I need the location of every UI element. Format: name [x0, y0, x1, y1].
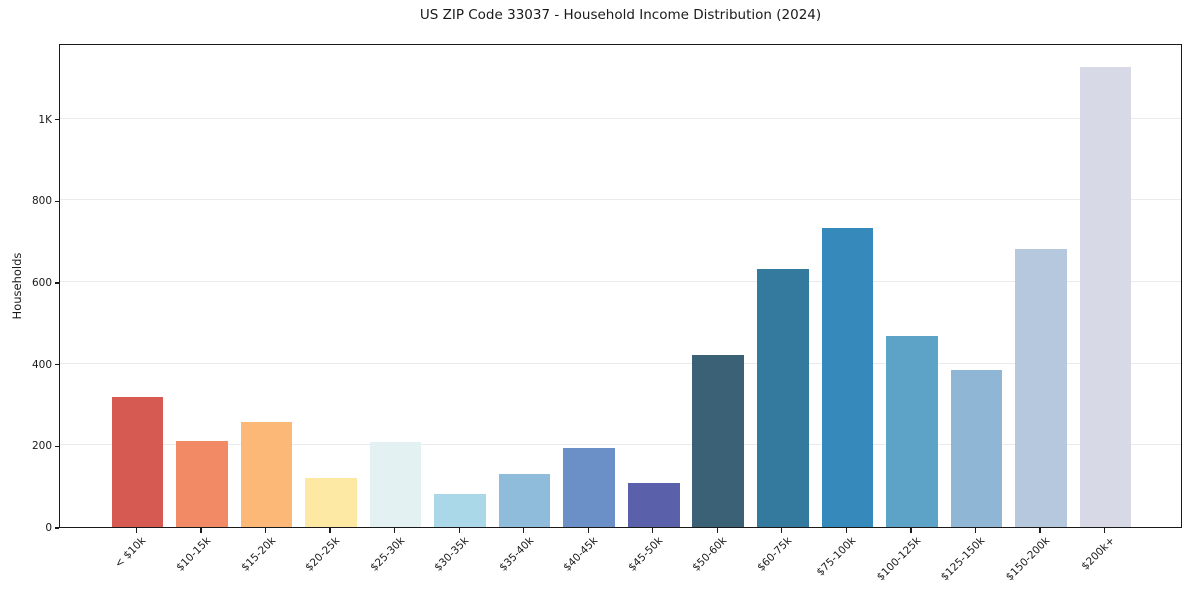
x-tick-mark — [135, 528, 138, 533]
bar-200k — [1079, 67, 1132, 527]
gridline-200 — [60, 444, 1181, 446]
x-tick-mark — [394, 528, 396, 533]
x-tick-mark — [264, 528, 267, 533]
x-tick-mark — [652, 528, 654, 533]
gridline-800 — [60, 199, 1181, 201]
bar-10k — [111, 397, 164, 527]
y-tick-mark — [55, 118, 59, 121]
y-tick-label: 200 — [31, 440, 52, 453]
bar-20-25k — [305, 477, 357, 527]
y-tick-label: 400 — [31, 358, 52, 371]
bar-50-60k — [692, 354, 745, 527]
x-tick-mark — [1039, 528, 1041, 533]
bar-10-15k — [176, 441, 228, 527]
x-tick-label: < $10k — [113, 534, 149, 571]
bar-75-100k — [821, 228, 874, 527]
y-tick-mark — [55, 282, 59, 284]
bar-60-75k — [757, 269, 809, 527]
y-tick-mark — [55, 200, 59, 202]
bar-150-200k — [1015, 249, 1067, 527]
x-tick-mark — [845, 528, 847, 533]
x-tick-mark — [781, 528, 783, 533]
bar-100-125k — [886, 335, 938, 527]
y-tick-mark — [55, 364, 59, 366]
x-tick-mark — [523, 528, 525, 533]
x-tick-mark — [974, 528, 977, 533]
y-tick-mark — [55, 445, 59, 447]
bar-45-50k — [627, 483, 680, 527]
bar-125-150k — [950, 370, 1003, 527]
bar-15-20k — [240, 421, 293, 527]
x-tick-mark — [329, 528, 331, 533]
gridline-1K — [60, 117, 1181, 119]
plot-area — [59, 44, 1182, 528]
bar-35-40k — [498, 473, 551, 527]
chart-title: US ZIP Code 33037 - Household Income Dis… — [419, 7, 822, 23]
bar-30-35k — [434, 493, 486, 527]
x-tick-mark — [716, 528, 718, 533]
x-tick-mark — [910, 528, 912, 533]
y-tick-label: 600 — [31, 276, 52, 289]
y-tick-mark — [55, 527, 59, 529]
bar-25-30k — [369, 442, 422, 527]
y-tick-label: 800 — [31, 195, 52, 208]
gridline-400 — [60, 362, 1181, 364]
x-tick-mark — [1103, 528, 1106, 533]
x-tick-mark — [458, 528, 460, 533]
bar-40-45k — [563, 447, 616, 527]
gridline-600 — [60, 280, 1181, 282]
y-tick-label: 0 — [45, 522, 52, 534]
x-tick-mark — [200, 528, 202, 533]
x-tick-mark — [587, 528, 589, 533]
y-tick-label: 1K — [38, 113, 52, 126]
